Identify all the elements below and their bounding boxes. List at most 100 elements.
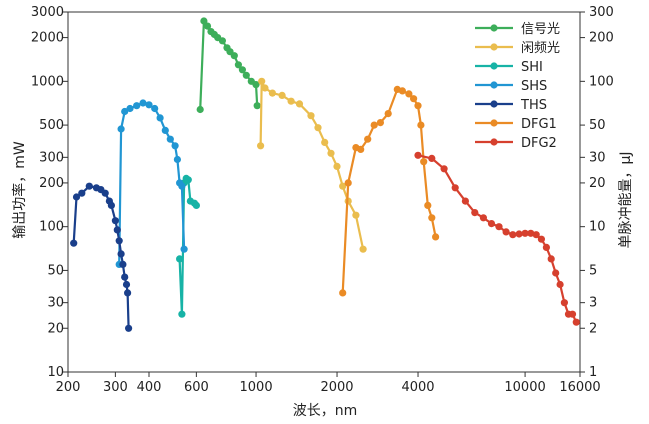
y-tick-label: 20 bbox=[47, 321, 64, 336]
data-point bbox=[111, 217, 119, 225]
series-group bbox=[339, 85, 440, 297]
data-point bbox=[568, 310, 577, 318]
data-point bbox=[176, 255, 184, 263]
legend-swatch-marker bbox=[490, 24, 498, 32]
x-tick-label: 200 bbox=[56, 380, 81, 395]
legend-swatch-marker bbox=[490, 43, 498, 51]
data-point bbox=[405, 90, 413, 98]
data-point bbox=[339, 182, 347, 190]
series-group bbox=[70, 182, 133, 332]
data-point bbox=[321, 138, 329, 146]
y-tick-label: 10 bbox=[47, 365, 64, 380]
data-point bbox=[398, 87, 406, 95]
legend-label: 信号光 bbox=[521, 22, 560, 37]
legend-label: DFG2 bbox=[521, 136, 557, 151]
y2-tick-label: 20 bbox=[589, 176, 606, 191]
data-point bbox=[133, 102, 141, 110]
y2-tick-label: 3 bbox=[589, 296, 597, 311]
data-point bbox=[72, 193, 81, 201]
data-point bbox=[242, 71, 250, 79]
legend-label: DFG1 bbox=[521, 117, 557, 132]
data-point bbox=[230, 52, 238, 60]
legend-label: THS bbox=[520, 98, 547, 113]
data-point bbox=[203, 22, 212, 30]
data-point bbox=[479, 214, 487, 222]
data-point bbox=[234, 61, 242, 69]
data-point bbox=[428, 154, 436, 162]
plot-border bbox=[67, 11, 581, 373]
data-point bbox=[307, 112, 315, 120]
y2-tick-label: 100 bbox=[589, 74, 614, 89]
series-group bbox=[414, 151, 580, 326]
data-point bbox=[295, 100, 304, 108]
data-point bbox=[238, 66, 246, 74]
x-tick-label: 300 bbox=[103, 380, 128, 395]
y-axis-left: 10 20 30 50 100 200 300 500 1000 2000 3000 bbox=[31, 5, 68, 380]
x-tick-label: 4000 bbox=[401, 380, 434, 395]
x-tick-label: 10000 bbox=[504, 380, 545, 395]
legend-label: SHI bbox=[521, 60, 543, 75]
legend-swatch-marker bbox=[490, 100, 498, 108]
y-axis-right: 1 2 3 5 10 20 30 50 100 200 300 bbox=[580, 5, 614, 380]
y-tick-label: 200 bbox=[39, 176, 64, 191]
data-point bbox=[532, 231, 540, 239]
data-point bbox=[145, 101, 153, 109]
data-point bbox=[527, 229, 535, 237]
data-point bbox=[339, 289, 347, 297]
data-point bbox=[556, 280, 564, 289]
data-point bbox=[359, 245, 367, 253]
data-point bbox=[107, 201, 115, 209]
data-point bbox=[333, 162, 341, 170]
series-line bbox=[259, 80, 365, 250]
data-point bbox=[461, 197, 469, 205]
legend-swatch-marker bbox=[490, 62, 498, 70]
series-group bbox=[176, 174, 200, 318]
data-point bbox=[370, 121, 378, 129]
x-tick-label: 400 bbox=[137, 380, 162, 395]
y2-tick-label: 2 bbox=[589, 321, 597, 336]
data-point bbox=[487, 220, 496, 228]
series-layer bbox=[70, 17, 580, 332]
data-point bbox=[101, 189, 109, 197]
data-point bbox=[521, 229, 529, 237]
data-point bbox=[414, 102, 422, 110]
x-axis-title: 波长，nm bbox=[293, 403, 358, 419]
plot-frame bbox=[67, 11, 581, 373]
data-point bbox=[417, 121, 425, 129]
legend-swatch-marker bbox=[490, 81, 498, 89]
x-tick-label: 2000 bbox=[320, 380, 353, 395]
data-point bbox=[502, 228, 510, 236]
y2-tick-label: 300 bbox=[589, 5, 614, 20]
data-point bbox=[192, 201, 200, 209]
data-point bbox=[85, 182, 93, 190]
data-point bbox=[178, 310, 186, 318]
data-point bbox=[495, 223, 503, 231]
data-point bbox=[70, 239, 78, 247]
data-point bbox=[410, 95, 418, 103]
y-tick-label: 3000 bbox=[31, 5, 64, 20]
data-point bbox=[124, 289, 132, 297]
series-group bbox=[257, 77, 367, 253]
data-point bbox=[121, 273, 129, 281]
data-point bbox=[537, 235, 546, 243]
data-point bbox=[420, 158, 428, 166]
data-point bbox=[542, 243, 551, 251]
x-tick-label: 16000 bbox=[559, 380, 600, 395]
y2-tick-label: 1 bbox=[589, 365, 597, 380]
data-point bbox=[258, 77, 266, 85]
data-point bbox=[166, 135, 174, 143]
series-group bbox=[196, 17, 261, 114]
data-point bbox=[184, 176, 192, 184]
data-point bbox=[180, 245, 188, 253]
legend-swatch-marker bbox=[490, 138, 498, 146]
data-point bbox=[327, 149, 335, 157]
legend-label: SHS bbox=[521, 79, 547, 94]
data-point bbox=[126, 104, 134, 113]
y2-tick-label: 50 bbox=[589, 118, 606, 133]
legend-label: 闲频光 bbox=[521, 41, 560, 56]
data-point bbox=[253, 102, 261, 110]
y-tick-label: 2000 bbox=[31, 31, 64, 46]
y-tick-label: 1000 bbox=[31, 74, 64, 89]
